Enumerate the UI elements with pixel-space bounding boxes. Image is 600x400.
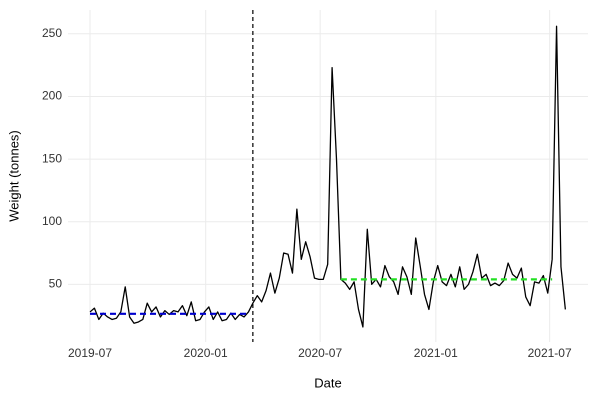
data-line [89, 25, 567, 328]
y-tick-label: 100 [42, 214, 62, 228]
x-tick-label: 2021-07 [528, 346, 572, 360]
x-tick-label: 2019-07 [68, 346, 112, 360]
x-tick-label: 2020-01 [184, 346, 228, 360]
x-tick-label: 2020-07 [298, 346, 342, 360]
y-tick-label: 250 [42, 26, 62, 40]
y-axis-label: Weight (tonnes) [6, 130, 21, 222]
y-tick-label: 50 [49, 277, 63, 291]
y-tick-label: 150 [42, 151, 62, 165]
y-tick-label: 200 [42, 89, 62, 103]
x-tick-label: 2021-01 [414, 346, 458, 360]
x-axis-label: Date [314, 375, 341, 390]
